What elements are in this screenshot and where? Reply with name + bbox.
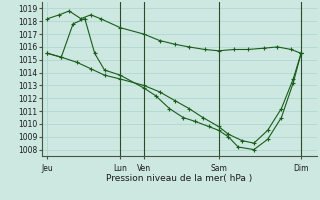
X-axis label: Pression niveau de la mer( hPa ): Pression niveau de la mer( hPa ) (106, 174, 252, 183)
